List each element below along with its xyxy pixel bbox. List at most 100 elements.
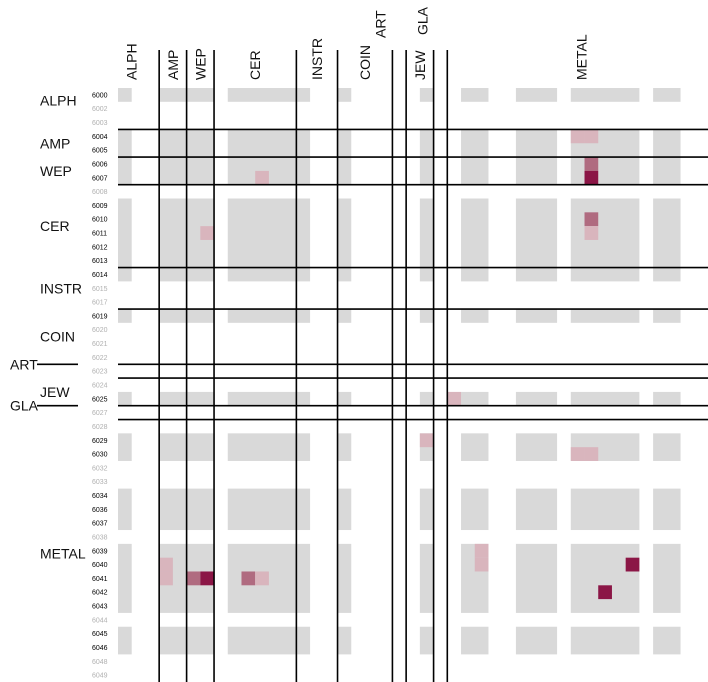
row-code-label: 6013 xyxy=(92,258,108,265)
background-block xyxy=(653,488,681,531)
row-code-label: 6040 xyxy=(92,562,108,569)
background-block xyxy=(570,391,640,406)
background-block xyxy=(337,433,352,461)
row-code-label: 6015 xyxy=(92,286,108,293)
data-cell xyxy=(584,129,599,144)
row-code-label: 6008 xyxy=(92,189,108,196)
background-block xyxy=(118,88,132,102)
background-block xyxy=(419,88,434,102)
background-block xyxy=(419,626,434,655)
row-code-label: 6041 xyxy=(92,576,108,583)
data-cell xyxy=(255,170,269,185)
background-block xyxy=(461,198,489,282)
data-cell xyxy=(570,129,585,144)
background-block xyxy=(118,391,132,406)
row-code-label: 6045 xyxy=(92,631,108,638)
background-block xyxy=(419,198,434,282)
row-group-label: JEW xyxy=(40,384,70,400)
row-code-label: 6046 xyxy=(92,645,108,652)
row-group-label: ALPH xyxy=(40,92,77,108)
data-cell xyxy=(584,226,599,240)
background-block xyxy=(337,391,352,406)
background-block xyxy=(419,309,434,323)
background-block xyxy=(570,309,640,323)
data-cell xyxy=(584,447,599,461)
background-block xyxy=(337,543,352,613)
data-cell xyxy=(447,391,462,406)
group-lines xyxy=(118,50,708,682)
background-block xyxy=(337,88,352,102)
background-block xyxy=(118,198,132,282)
data-cell xyxy=(584,212,599,227)
data-cell xyxy=(625,557,640,572)
data-cell xyxy=(598,585,612,600)
column-group-label: AMP xyxy=(165,50,181,80)
row-code-label: 6004 xyxy=(92,134,108,141)
background-block xyxy=(461,391,489,406)
data-cell xyxy=(474,543,489,558)
row-code-label: 6028 xyxy=(92,424,108,431)
background-block xyxy=(515,309,558,323)
data-cell xyxy=(159,571,173,586)
column-group-label: CER xyxy=(247,50,263,80)
background-block xyxy=(570,543,640,613)
column-group-label: ART xyxy=(372,10,388,38)
background-block xyxy=(515,543,558,613)
background-block xyxy=(515,88,558,102)
row-code-label: 6021 xyxy=(92,341,108,348)
row-group-label: WEP xyxy=(40,163,72,179)
background-block xyxy=(653,543,681,613)
column-group-label: INSTR xyxy=(309,38,325,80)
data-cells xyxy=(159,129,640,600)
row-code-label: 6005 xyxy=(92,148,108,155)
row-group-label: METAL xyxy=(40,546,86,562)
row-code-label: 6022 xyxy=(92,355,108,362)
data-cell xyxy=(584,157,599,171)
background-block xyxy=(461,309,489,323)
row-code-label: 6037 xyxy=(92,521,108,528)
row-code-label: 6003 xyxy=(92,120,108,127)
background-block xyxy=(515,488,558,531)
background-block xyxy=(653,198,681,282)
row-code-label: 6042 xyxy=(92,590,108,597)
row-code-label: 6012 xyxy=(92,244,108,251)
background-block xyxy=(227,626,311,655)
column-group-label: ALPH xyxy=(123,43,139,80)
column-group-label: JEW xyxy=(412,50,428,80)
row-code-label: 6009 xyxy=(92,203,108,210)
background-block xyxy=(118,626,132,655)
row-code-label: 6033 xyxy=(92,479,108,486)
row-code-label: 6039 xyxy=(92,548,108,555)
background-block xyxy=(227,198,311,282)
data-cell xyxy=(241,571,256,586)
data-cell xyxy=(419,433,434,448)
row-code-label: 6019 xyxy=(92,313,108,320)
background-block xyxy=(419,543,434,613)
column-group-label: WEP xyxy=(192,48,208,80)
background-block xyxy=(653,391,681,406)
background-block xyxy=(570,198,640,282)
row-code-label: 6020 xyxy=(92,327,108,334)
labels: 6000 6002 6003 6004 6005 6006 6007 6008 6009 6010… xyxy=(10,6,589,679)
background-block xyxy=(515,433,558,461)
background-block xyxy=(515,391,558,406)
background-block xyxy=(118,433,132,461)
background-block xyxy=(227,433,311,461)
row-code-label: 6038 xyxy=(92,534,108,541)
data-cell xyxy=(200,226,215,240)
row-code-label: 6048 xyxy=(92,659,108,666)
row-code-label: 6011 xyxy=(92,231,107,238)
background-block xyxy=(570,488,640,531)
row-code-label: 6043 xyxy=(92,604,108,611)
background-block xyxy=(419,488,434,531)
background-block xyxy=(461,88,489,102)
background-block xyxy=(337,626,352,655)
data-cell xyxy=(584,170,599,185)
row-code-label: 6049 xyxy=(92,673,108,680)
background-block xyxy=(118,488,132,531)
row-code-label: 6000 xyxy=(92,92,108,99)
background-block xyxy=(570,88,640,102)
background-block xyxy=(118,309,132,323)
row-code-label: 6025 xyxy=(92,396,108,403)
